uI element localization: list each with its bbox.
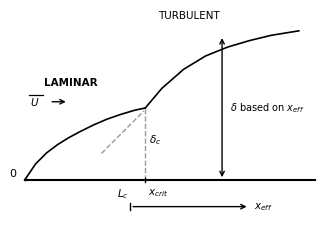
Text: 0: 0 (9, 169, 16, 179)
Text: $\delta$ based on $x_{eff}$: $\delta$ based on $x_{eff}$ (230, 101, 305, 114)
Text: $x_{crit}$: $x_{crit}$ (147, 187, 168, 199)
Text: $\delta_c$: $\delta_c$ (149, 134, 162, 147)
Text: $L_c$: $L_c$ (117, 187, 129, 201)
Text: $U$: $U$ (30, 96, 39, 108)
Text: $x_{eff}$: $x_{eff}$ (254, 201, 272, 213)
Text: TURBULENT: TURBULENT (158, 11, 220, 21)
Text: LAMINAR: LAMINAR (44, 78, 97, 88)
